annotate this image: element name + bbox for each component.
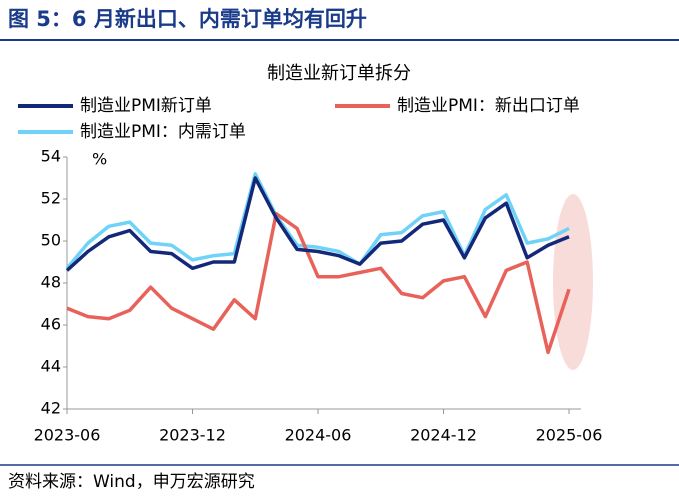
y-tick-label: 50 [41,231,61,250]
series-line [66,211,571,355]
legend-label: 制造业PMI：内需订单 [80,122,246,142]
series-line [65,172,570,270]
y-tick-label: 54 [41,147,61,166]
y-tick-label: 42 [41,399,61,418]
chart-title: 制造业新订单拆分 [267,63,411,84]
y-tick-label: 46 [41,315,61,334]
legend-label: 制造业PMI新订单 [80,96,212,116]
y-unit: % [92,150,107,169]
x-tick-label: 2024-06 [285,426,352,445]
figure-title: 图 5：6 月新出口、内需订单均有回升 [8,7,367,31]
y-tick-label: 52 [41,189,61,208]
x-tick-label: 2024-12 [410,426,477,445]
x-tick-label: 2025-06 [536,426,603,445]
series-line [65,176,570,272]
plot: 42 44 46 48 50 52 54 2023-06 2023-12 2024-06 2024-… [18,96,602,445]
highlight [553,194,593,370]
x-tick-label: 2023-06 [34,426,101,445]
source: 资料来源：Wind，申万宏源研究 [8,472,255,492]
y-tick-label: 44 [41,357,61,376]
y-tick-label: 48 [41,273,61,292]
x-tick-label: 2023-12 [159,426,226,445]
legend-label: 制造业PMI：新出口订单 [397,96,580,116]
